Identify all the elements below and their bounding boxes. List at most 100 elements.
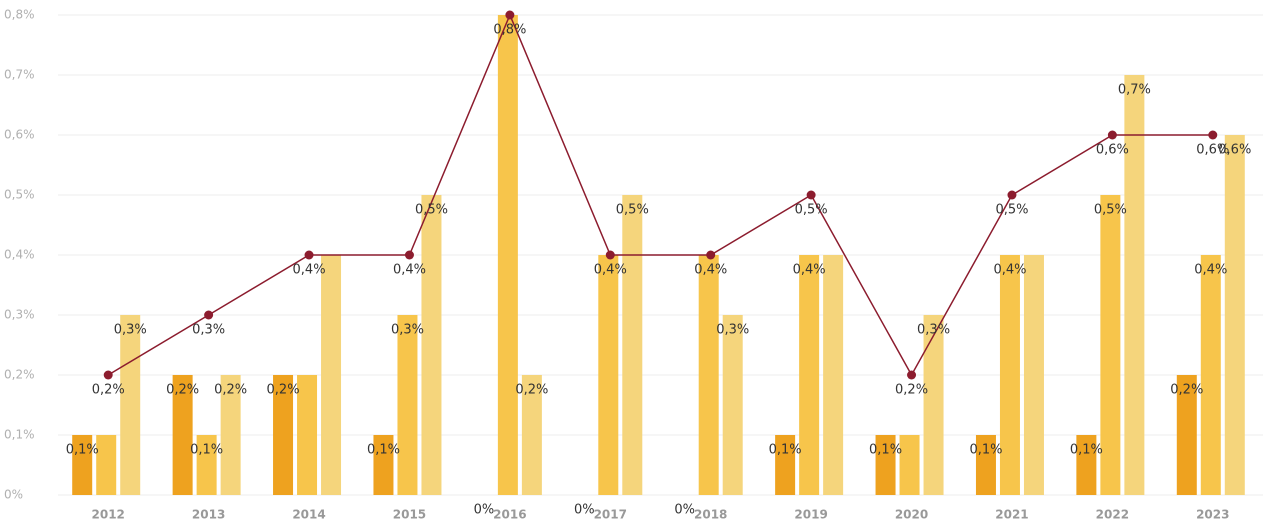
line-point [103,370,113,380]
bar [899,435,920,495]
data-label: 0% [474,503,495,518]
data-label: 0,3% [114,323,147,338]
bar [497,15,518,495]
data-label: 0,1% [869,443,902,458]
y-tick-label: 0,1% [4,428,35,442]
line-point [1007,190,1017,200]
data-label: 0,2% [214,383,247,398]
data-label: 0,3% [716,323,749,338]
data-label: 0,5% [1094,203,1127,218]
data-label: 0,8% [493,23,526,38]
data-label: 0% [674,503,695,518]
bar [799,255,820,495]
data-label: 0,4% [993,263,1026,278]
bar [698,255,719,495]
bar [999,255,1020,495]
bar [220,375,241,495]
data-label: 0,3% [917,323,950,338]
bar [1124,75,1145,495]
bar [1224,135,1245,495]
data-label: 0,4% [694,263,727,278]
data-label: 0,5% [616,203,649,218]
bar [421,195,442,495]
line-point [605,250,615,260]
data-label: 0,2% [267,383,300,398]
data-label: 0,2% [895,383,928,398]
bar [1076,435,1097,495]
bar [172,375,193,495]
bar [975,435,996,495]
x-tick-label: 2021 [995,508,1028,522]
bar [72,435,93,495]
data-label: 0,2% [166,383,199,398]
y-tick-label: 0,4% [4,248,35,262]
data-label: 0,6% [1196,143,1229,158]
data-label: 0,4% [393,263,426,278]
data-label: 0,1% [367,443,400,458]
data-label: 0,1% [769,443,802,458]
bar [1100,195,1121,495]
x-tick-label: 2020 [895,508,928,522]
x-tick-label: 2018 [694,508,727,522]
data-label: 0,6% [1218,143,1251,158]
y-tick-label: 0,2% [4,368,35,382]
data-label: 0,5% [795,203,828,218]
line-point [304,250,314,260]
y-tick-label: 0,5% [4,188,35,202]
x-tick-label: 2012 [92,508,125,522]
data-label: 0,3% [391,323,424,338]
x-tick-label: 2013 [192,508,225,522]
x-tick-label: 2017 [594,508,627,522]
line-point [1107,130,1117,140]
data-label: 0,6% [1096,143,1129,158]
bar [722,315,743,495]
data-label: 0,5% [995,203,1028,218]
data-label: 0,4% [594,263,627,278]
data-label: 0,1% [969,443,1002,458]
data-label: 0,4% [1194,263,1227,278]
bar [598,255,619,495]
line-point [806,190,816,200]
line-point [505,10,515,20]
bar [1200,255,1221,495]
bar [297,375,318,495]
data-label: 0,4% [293,263,326,278]
y-tick-label: 0,3% [4,308,35,322]
line-point [204,310,214,320]
data-label: 0,3% [192,323,225,338]
bar [923,315,944,495]
data-label: 0,2% [515,383,548,398]
x-tick-label: 2022 [1096,508,1129,522]
bar [373,435,394,495]
bar [622,195,643,495]
data-label: 0,5% [415,203,448,218]
y-tick-label: 0,7% [4,68,35,82]
data-label: 0,7% [1118,83,1151,98]
line [107,13,1213,377]
data-label: 0% [574,503,595,518]
bar [875,435,896,495]
x-tick-label: 2014 [292,508,325,522]
line-point [404,250,414,260]
data-label: 0,1% [190,443,223,458]
data-label: 0,1% [66,443,99,458]
bar [96,435,117,495]
x-tick-label: 2016 [493,508,526,522]
line-point [907,370,917,380]
y-tick-label: 0,6% [4,128,35,142]
data-label: 0,2% [92,383,125,398]
bar [196,435,217,495]
x-tick-label: 2019 [794,508,827,522]
x-tick-label: 2023 [1196,508,1229,522]
data-label: 0,4% [793,263,826,278]
line-point [706,250,716,260]
bar [1023,255,1044,495]
bar [273,375,294,495]
data-label: 0,2% [1170,383,1203,398]
y-tick-label: 0,8% [4,8,35,22]
bar [120,315,141,495]
bar [823,255,844,495]
bar [1176,375,1197,495]
bar [521,375,542,495]
